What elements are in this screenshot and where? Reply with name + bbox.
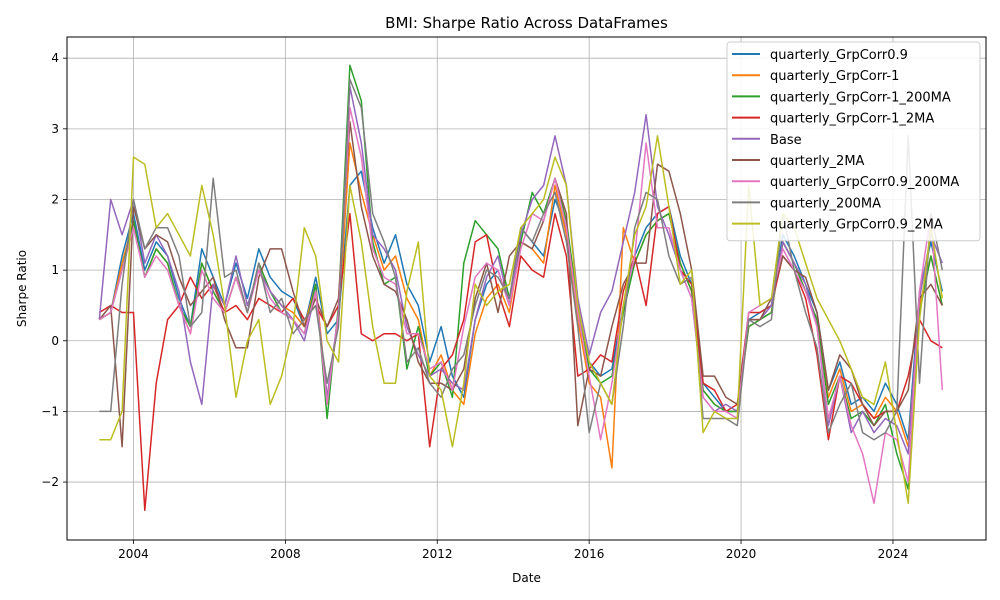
series-line-quarterly-2ma bbox=[98, 121, 943, 448]
x-tick-label: 2012 bbox=[422, 547, 453, 561]
x-tick-label: 2020 bbox=[726, 547, 757, 561]
series-line-quarterly-grpcorr-1-2ma bbox=[98, 205, 943, 512]
x-tick-label: 2004 bbox=[118, 547, 149, 561]
x-tick-label: 2024 bbox=[878, 547, 909, 561]
legend-label: Base bbox=[770, 133, 802, 148]
legend-label: quarterly_2MA bbox=[770, 154, 865, 169]
legend-label: quarterly_GrpCorr-1 bbox=[770, 69, 899, 84]
y-tick-label: −1 bbox=[41, 404, 59, 418]
legend: quarterly_GrpCorr0.9 quarterly_GrpCorr-1q… bbox=[726, 41, 981, 242]
legend-label: quarterly_GrpCorr-1_2MA bbox=[770, 112, 934, 127]
legend-box bbox=[726, 41, 981, 242]
y-tick-label: 1 bbox=[51, 263, 59, 277]
series-line-quarterly-grpcorr0-9-2ma bbox=[99, 135, 944, 505]
legend-label: quarterly_GrpCorr0.9_2MA bbox=[770, 218, 943, 233]
legend-label: quarterly_GrpCorr0.9 bbox=[770, 48, 908, 63]
legend-label: quarterly_GrpCorr-1_200MA bbox=[770, 90, 951, 105]
legend-label: quarterly_200MA bbox=[770, 196, 881, 211]
series-lines bbox=[98, 64, 944, 512]
axis-ticks: 2004 2008 2012 2016 2020 2024 −2 −1 0 1 2 3 4 bbox=[41, 51, 908, 561]
series-line-base bbox=[98, 85, 943, 455]
y-tick-label: 4 bbox=[51, 51, 59, 65]
y-tick-label: 0 bbox=[51, 334, 59, 348]
y-tick-label: 3 bbox=[51, 122, 59, 136]
x-tick-label: 2008 bbox=[270, 547, 301, 561]
y-axis-label: Sharpe Ratio bbox=[15, 250, 29, 327]
y-tick-label: 2 bbox=[51, 192, 59, 206]
y-tick-label: −2 bbox=[41, 475, 59, 489]
x-tick-label: 2016 bbox=[574, 547, 605, 561]
chart-title: BMI: Sharpe Ratio Across DataFrames bbox=[385, 14, 668, 32]
x-axis-label: Date bbox=[512, 571, 541, 585]
plot-frame bbox=[66, 36, 987, 541]
legend-label: quarterly_GrpCorr0.9_200MA bbox=[770, 175, 959, 190]
series-line-quarterly-grpcorr0-9-200ma bbox=[98, 106, 944, 505]
